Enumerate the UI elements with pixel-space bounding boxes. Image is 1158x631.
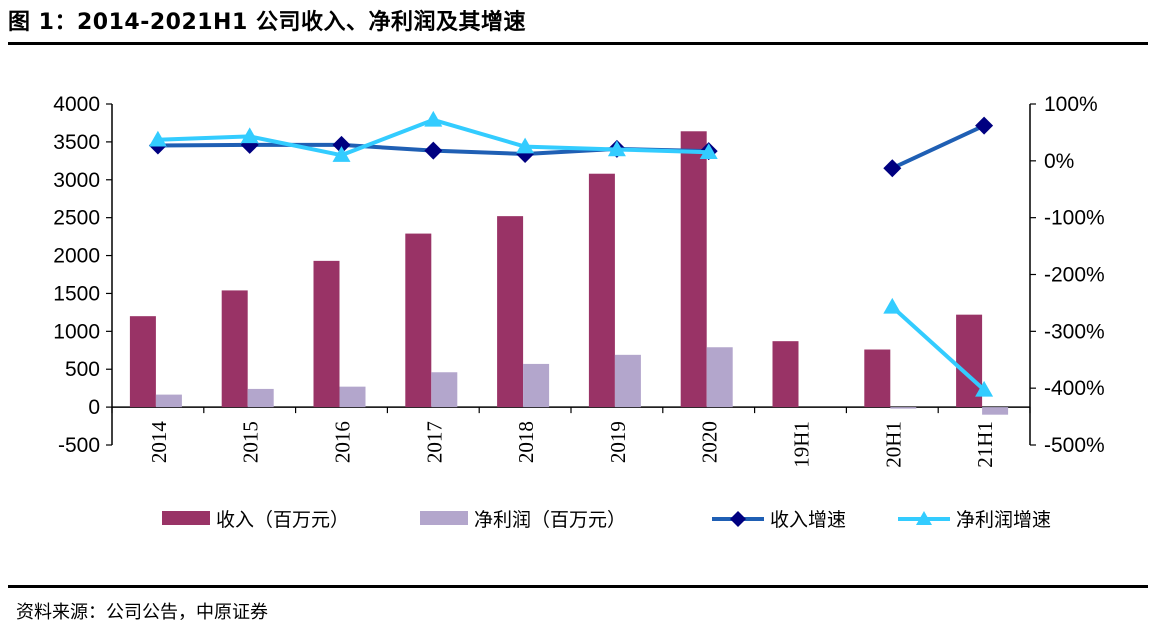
x-tick-label: 2017	[422, 421, 446, 463]
right-tick-label: -200%	[1044, 264, 1105, 287]
legend-profit-growth: 净利润增速	[898, 509, 1051, 531]
bar-revenue	[313, 260, 340, 408]
bar-net-profit	[339, 386, 366, 408]
x-tick-label: 2014	[147, 421, 171, 464]
bar-revenue	[129, 316, 156, 408]
bar-revenue	[497, 216, 524, 408]
bar-net-profit	[706, 347, 733, 408]
revenue-growth-point	[975, 116, 994, 135]
bar-net-profit	[523, 363, 550, 408]
left-tick-label: 3500	[53, 131, 100, 154]
bar-net-profit	[890, 407, 917, 409]
left-tick-label: 1500	[53, 282, 100, 305]
legend-profit-growth-marker	[916, 511, 932, 525]
revenue-growth-point	[883, 159, 902, 178]
right-tick-label: 100%	[1044, 93, 1098, 116]
profit-growth-point	[607, 140, 626, 157]
bar-net-profit	[982, 407, 1009, 415]
legend-revenue-label: 收入（百万元）	[216, 509, 349, 531]
x-tick-label: 19H1	[790, 421, 814, 468]
x-tick-label: 2018	[514, 421, 538, 463]
bar-revenue	[772, 341, 799, 408]
legend-revenue-growth-label: 收入增速	[770, 509, 846, 531]
revenue-growth-point	[332, 135, 351, 154]
profit-growth-point	[883, 297, 902, 314]
x-tick-label: 2016	[331, 421, 355, 463]
left-tick-label: 3000	[53, 169, 100, 192]
left-tick-label: 1000	[53, 320, 100, 343]
legend-revenue: 收入（百万元）	[162, 509, 349, 531]
x-tick-label: 20H1	[881, 421, 905, 468]
legend-revenue-growth-marker	[730, 511, 746, 527]
bar-net-profit	[247, 388, 274, 408]
bar-net-profit	[614, 354, 641, 408]
profit-growth-point	[975, 380, 994, 397]
profit-growth-line	[890, 305, 986, 392]
x-tick-label: 2015	[239, 421, 263, 463]
right-tick-label: -400%	[1044, 377, 1105, 400]
x-tick-label: 2019	[606, 421, 630, 463]
x-tick-label: 21H1	[973, 421, 997, 468]
right-tick-label: -100%	[1044, 207, 1105, 230]
bottom-rule	[8, 585, 1148, 588]
revenue-growth-line	[891, 123, 985, 171]
left-tick-label: 2500	[53, 207, 100, 230]
plot-area: 4000 3500 3000 2500 2000 1500 1000 500 0 -500 100%…	[53, 93, 1104, 468]
chart-title: 图 1：2014-2021H1 公司收入、净利润及其增速	[8, 10, 526, 35]
bar-revenue	[680, 131, 707, 408]
profit-growth-point	[424, 110, 443, 127]
profit-growth-point	[699, 143, 718, 160]
combo-chart: 4000 3500 3000 2500 2000 1500 1000 500 0 -500 100%…	[53, 93, 1105, 531]
bar-revenue	[405, 233, 432, 408]
left-tick-label: 4000	[53, 93, 100, 116]
legend-revenue-growth: 收入增速	[712, 509, 846, 531]
bar-net-profit	[431, 372, 458, 408]
right-tick-label: -300%	[1044, 320, 1105, 343]
left-tick-label: 0	[88, 396, 100, 419]
bar-revenue	[221, 290, 248, 408]
legend-net-profit: 净利润（百万元）	[420, 509, 626, 531]
legend-profit-growth-label: 净利润增速	[956, 509, 1051, 531]
profit-growth-point	[516, 137, 535, 154]
left-tick-label: 2000	[53, 245, 100, 268]
legend-net-profit-swatch	[420, 511, 468, 525]
legend-net-profit-label: 净利润（百万元）	[474, 509, 626, 531]
revenue-growth-point	[424, 141, 443, 160]
profit-growth-point	[148, 130, 167, 147]
top-rule	[8, 42, 1148, 45]
source-note: 资料来源：公司公告，中原证券	[16, 602, 268, 623]
left-tick-label: 500	[65, 358, 100, 381]
legend: 收入（百万元） 净利润（百万元） 收入增速 净利润增速	[162, 509, 1051, 531]
bar-revenue	[864, 349, 891, 408]
profit-growth-point	[240, 127, 259, 144]
right-tick-label: -500%	[1044, 434, 1105, 457]
bar-revenue	[588, 173, 615, 408]
bar-net-profit	[155, 394, 182, 408]
legend-revenue-swatch	[162, 511, 210, 525]
x-tick-label: 2020	[698, 421, 722, 463]
right-tick-label: 0%	[1044, 150, 1074, 173]
bar-revenue	[956, 314, 983, 408]
left-tick-label: -500	[58, 434, 100, 457]
profit-growth-point	[332, 146, 351, 162]
